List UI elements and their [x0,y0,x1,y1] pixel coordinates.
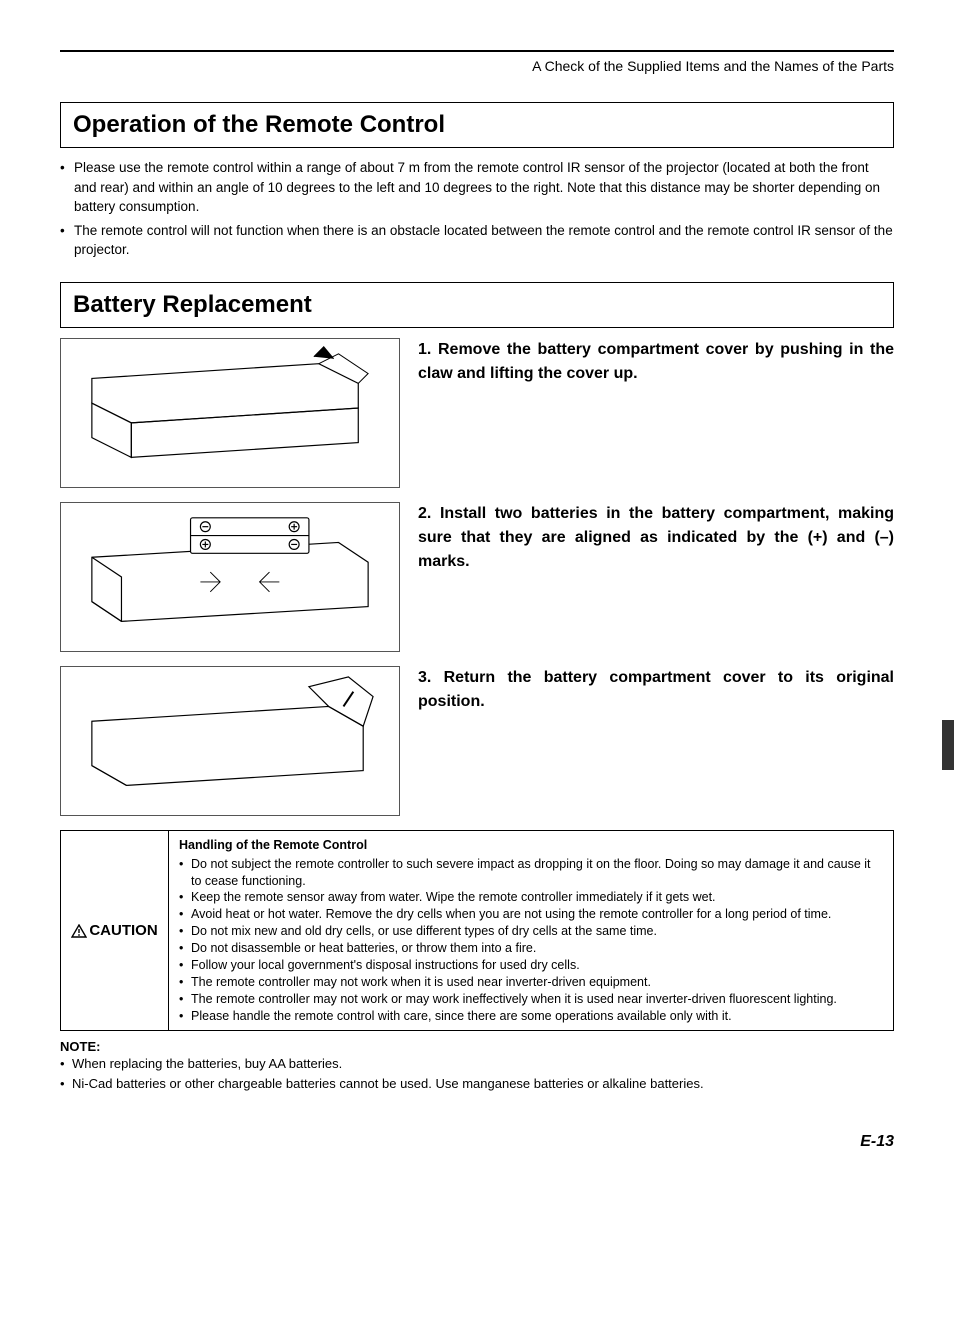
illustration-remove-cover [60,338,400,488]
caution-item-5: Follow your local government's disposal … [191,957,580,974]
note-list: •When replacing the batteries, buy AA ba… [60,1054,894,1093]
section-title-box-operation: Operation of the Remote Control [60,102,894,148]
section-title-operation: Operation of the Remote Control [73,111,881,139]
illustration-return-cover [60,666,400,816]
step-2-text: 2. Install two batteries in the battery … [418,502,894,652]
step-2: 2. Install two batteries in the battery … [60,502,894,652]
caution-label: CAUTION [89,922,157,939]
illustration-install-batteries [60,502,400,652]
breadcrumb: A Check of the Supplied Items and the Na… [60,58,894,74]
page-number: E-13 [60,1133,894,1151]
step-3: 3. Return the battery compartment cover … [60,666,894,816]
note-item-1: Ni-Cad batteries or other chargeable bat… [72,1074,704,1094]
step-1: 1. Remove the battery compartment cover … [60,338,894,488]
section-title-battery: Battery Replacement [73,291,881,319]
step-3-text: 3. Return the battery compartment cover … [418,666,894,816]
caution-item-0: Do not subject the remote controller to … [191,856,883,890]
operation-bullet-0: Please use the remote control within a r… [74,158,894,217]
step-1-body: Remove the battery compartment cover by … [418,341,894,382]
step-1-num: 1. [418,341,431,358]
caution-item-8: Please handle the remote control with ca… [191,1008,732,1025]
caution-label-cell: CAUTION [61,831,169,1031]
step-3-body: Return the battery compartment cover to … [418,669,894,710]
caution-item-4: Do not disassemble or heat batteries, or… [191,940,536,957]
caution-box: CAUTION Handling of the Remote Control •… [60,830,894,1032]
step-1-text: 1. Remove the battery compartment cover … [418,338,894,488]
page-tab [942,720,954,770]
caution-handling-title: Handling of the Remote Control [179,837,883,854]
note-item-0: When replacing the batteries, buy AA bat… [72,1054,342,1074]
operation-bullets: •Please use the remote control within a … [60,158,894,260]
header-rule [60,50,894,52]
caution-item-3: Do not mix new and old dry cells, or use… [191,923,657,940]
note-label: NOTE: [60,1039,894,1054]
operation-bullet-1: The remote control will not function whe… [74,221,894,260]
caution-item-2: Avoid heat or hot water. Remove the dry … [191,906,831,923]
caution-item-6: The remote controller may not work when … [191,974,651,991]
caution-item-7: The remote controller may not work or ma… [191,991,837,1008]
caution-content: Handling of the Remote Control •Do not s… [169,831,893,1031]
warning-icon [71,924,87,938]
step-3-num: 3. [418,669,431,686]
caution-item-1: Keep the remote sensor away from water. … [191,889,716,906]
step-2-num: 2. [418,505,431,522]
step-2-body: Install two batteries in the battery com… [418,505,894,570]
section-title-box-battery: Battery Replacement [60,282,894,328]
